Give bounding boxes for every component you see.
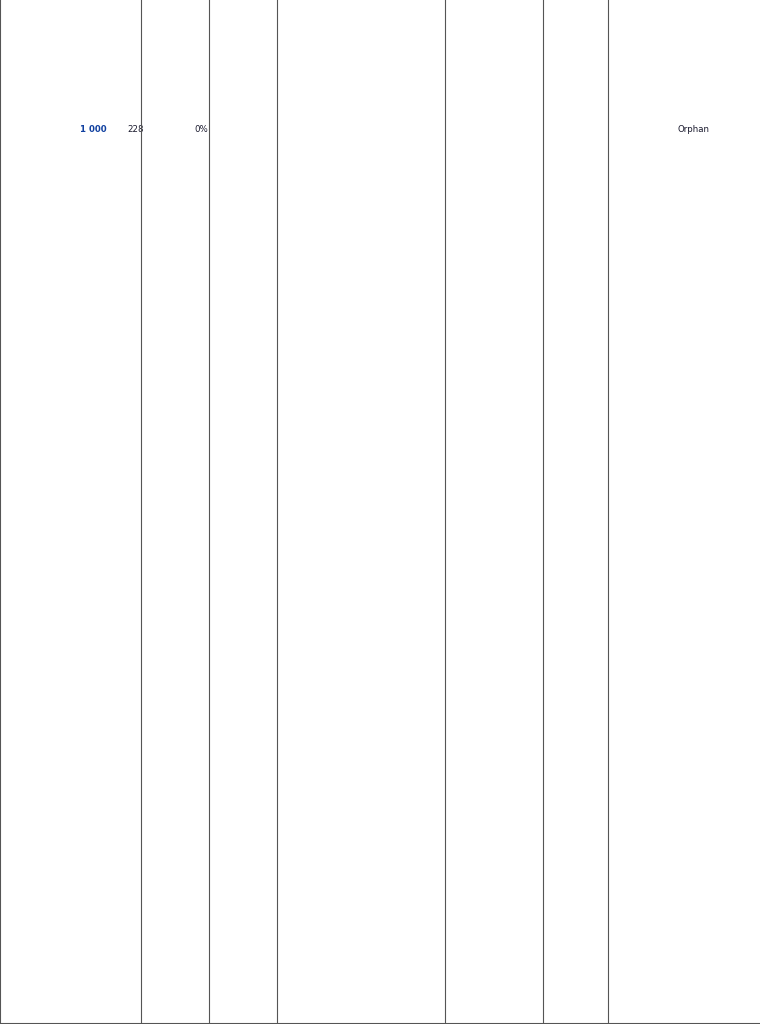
Text: Orphan: Orphan	[677, 125, 709, 134]
Text: 0%: 0%	[195, 125, 208, 134]
Text: 1 000: 1 000	[80, 125, 107, 134]
Text: 228: 228	[127, 125, 144, 134]
